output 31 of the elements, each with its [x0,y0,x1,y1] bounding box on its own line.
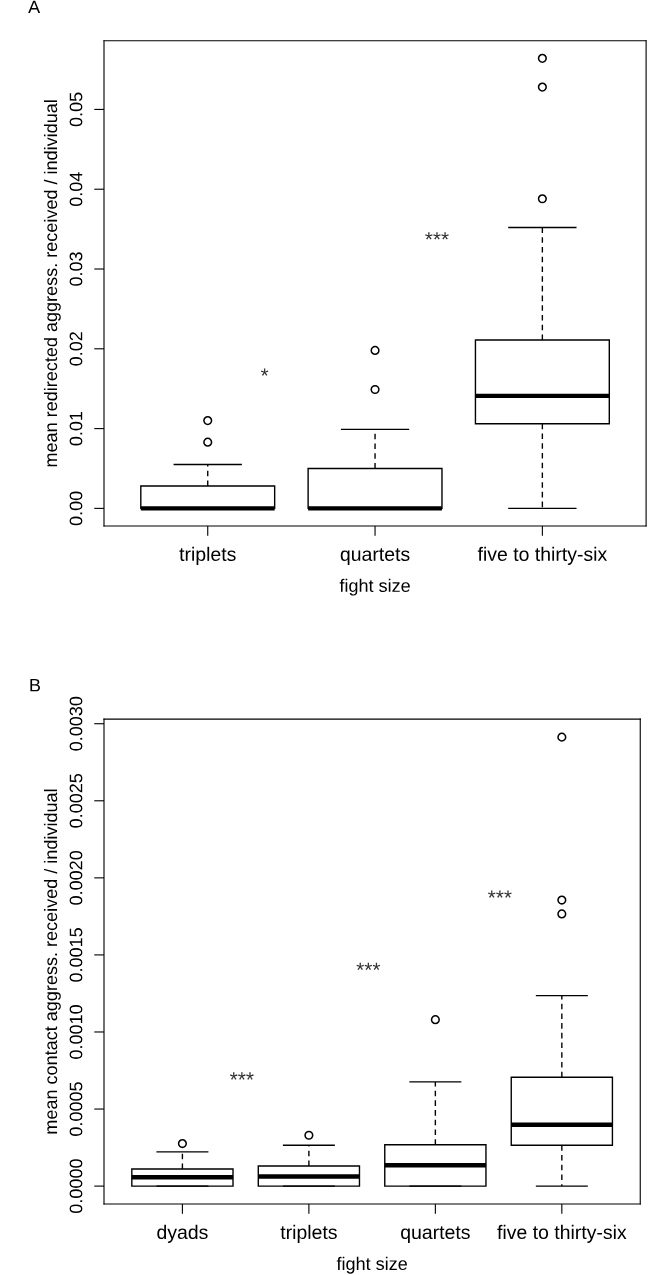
y-tick-label: 0.0010 [69,1005,83,1059]
y-tick-label: 0.02 [69,332,83,366]
y-axis-title: mean redirected aggress. received / individual [43,100,61,467]
y-axis-title: mean contact aggress. received / individual [43,789,61,1134]
annotation: * [260,368,269,376]
x-tick-label: quartets [340,548,410,565]
y-tick-label: 0.0025 [69,773,83,828]
annotation: *** [488,890,512,898]
x-tick-label: triplets [280,1224,337,1243]
annotation: *** [356,962,381,971]
x-axis-title: fight size [339,578,410,596]
y-tick-label: 0.01 [69,411,83,446]
annotation: *** [230,1072,254,1080]
y-tick-label: 0.03 [69,252,83,286]
y-tick-label: 0.0015 [69,928,83,982]
x-tick-label: five to thirty-six [477,546,607,565]
y-tick-label: 0.00 [69,491,83,526]
annotation: *** [425,232,449,240]
x-tick-label: five to thirty-six [497,1224,627,1243]
chart-title: B [30,678,41,692]
chart-title: A [28,0,41,14]
y-tick-label: 0.0000 [69,1159,83,1214]
x-axis-title: fight size [336,1256,407,1274]
y-tick-label: 0.0005 [69,1082,83,1136]
x-tick-label: triplets [179,546,236,565]
y-tick-label: 0.05 [69,92,83,127]
y-tick-label: 0.04 [69,172,83,207]
y-tick-label: 0.0030 [69,696,83,751]
y-tick-label: 0.0020 [69,850,83,905]
x-tick-label: quartets [401,1226,470,1243]
x-tick-label: dyads [157,1224,208,1243]
